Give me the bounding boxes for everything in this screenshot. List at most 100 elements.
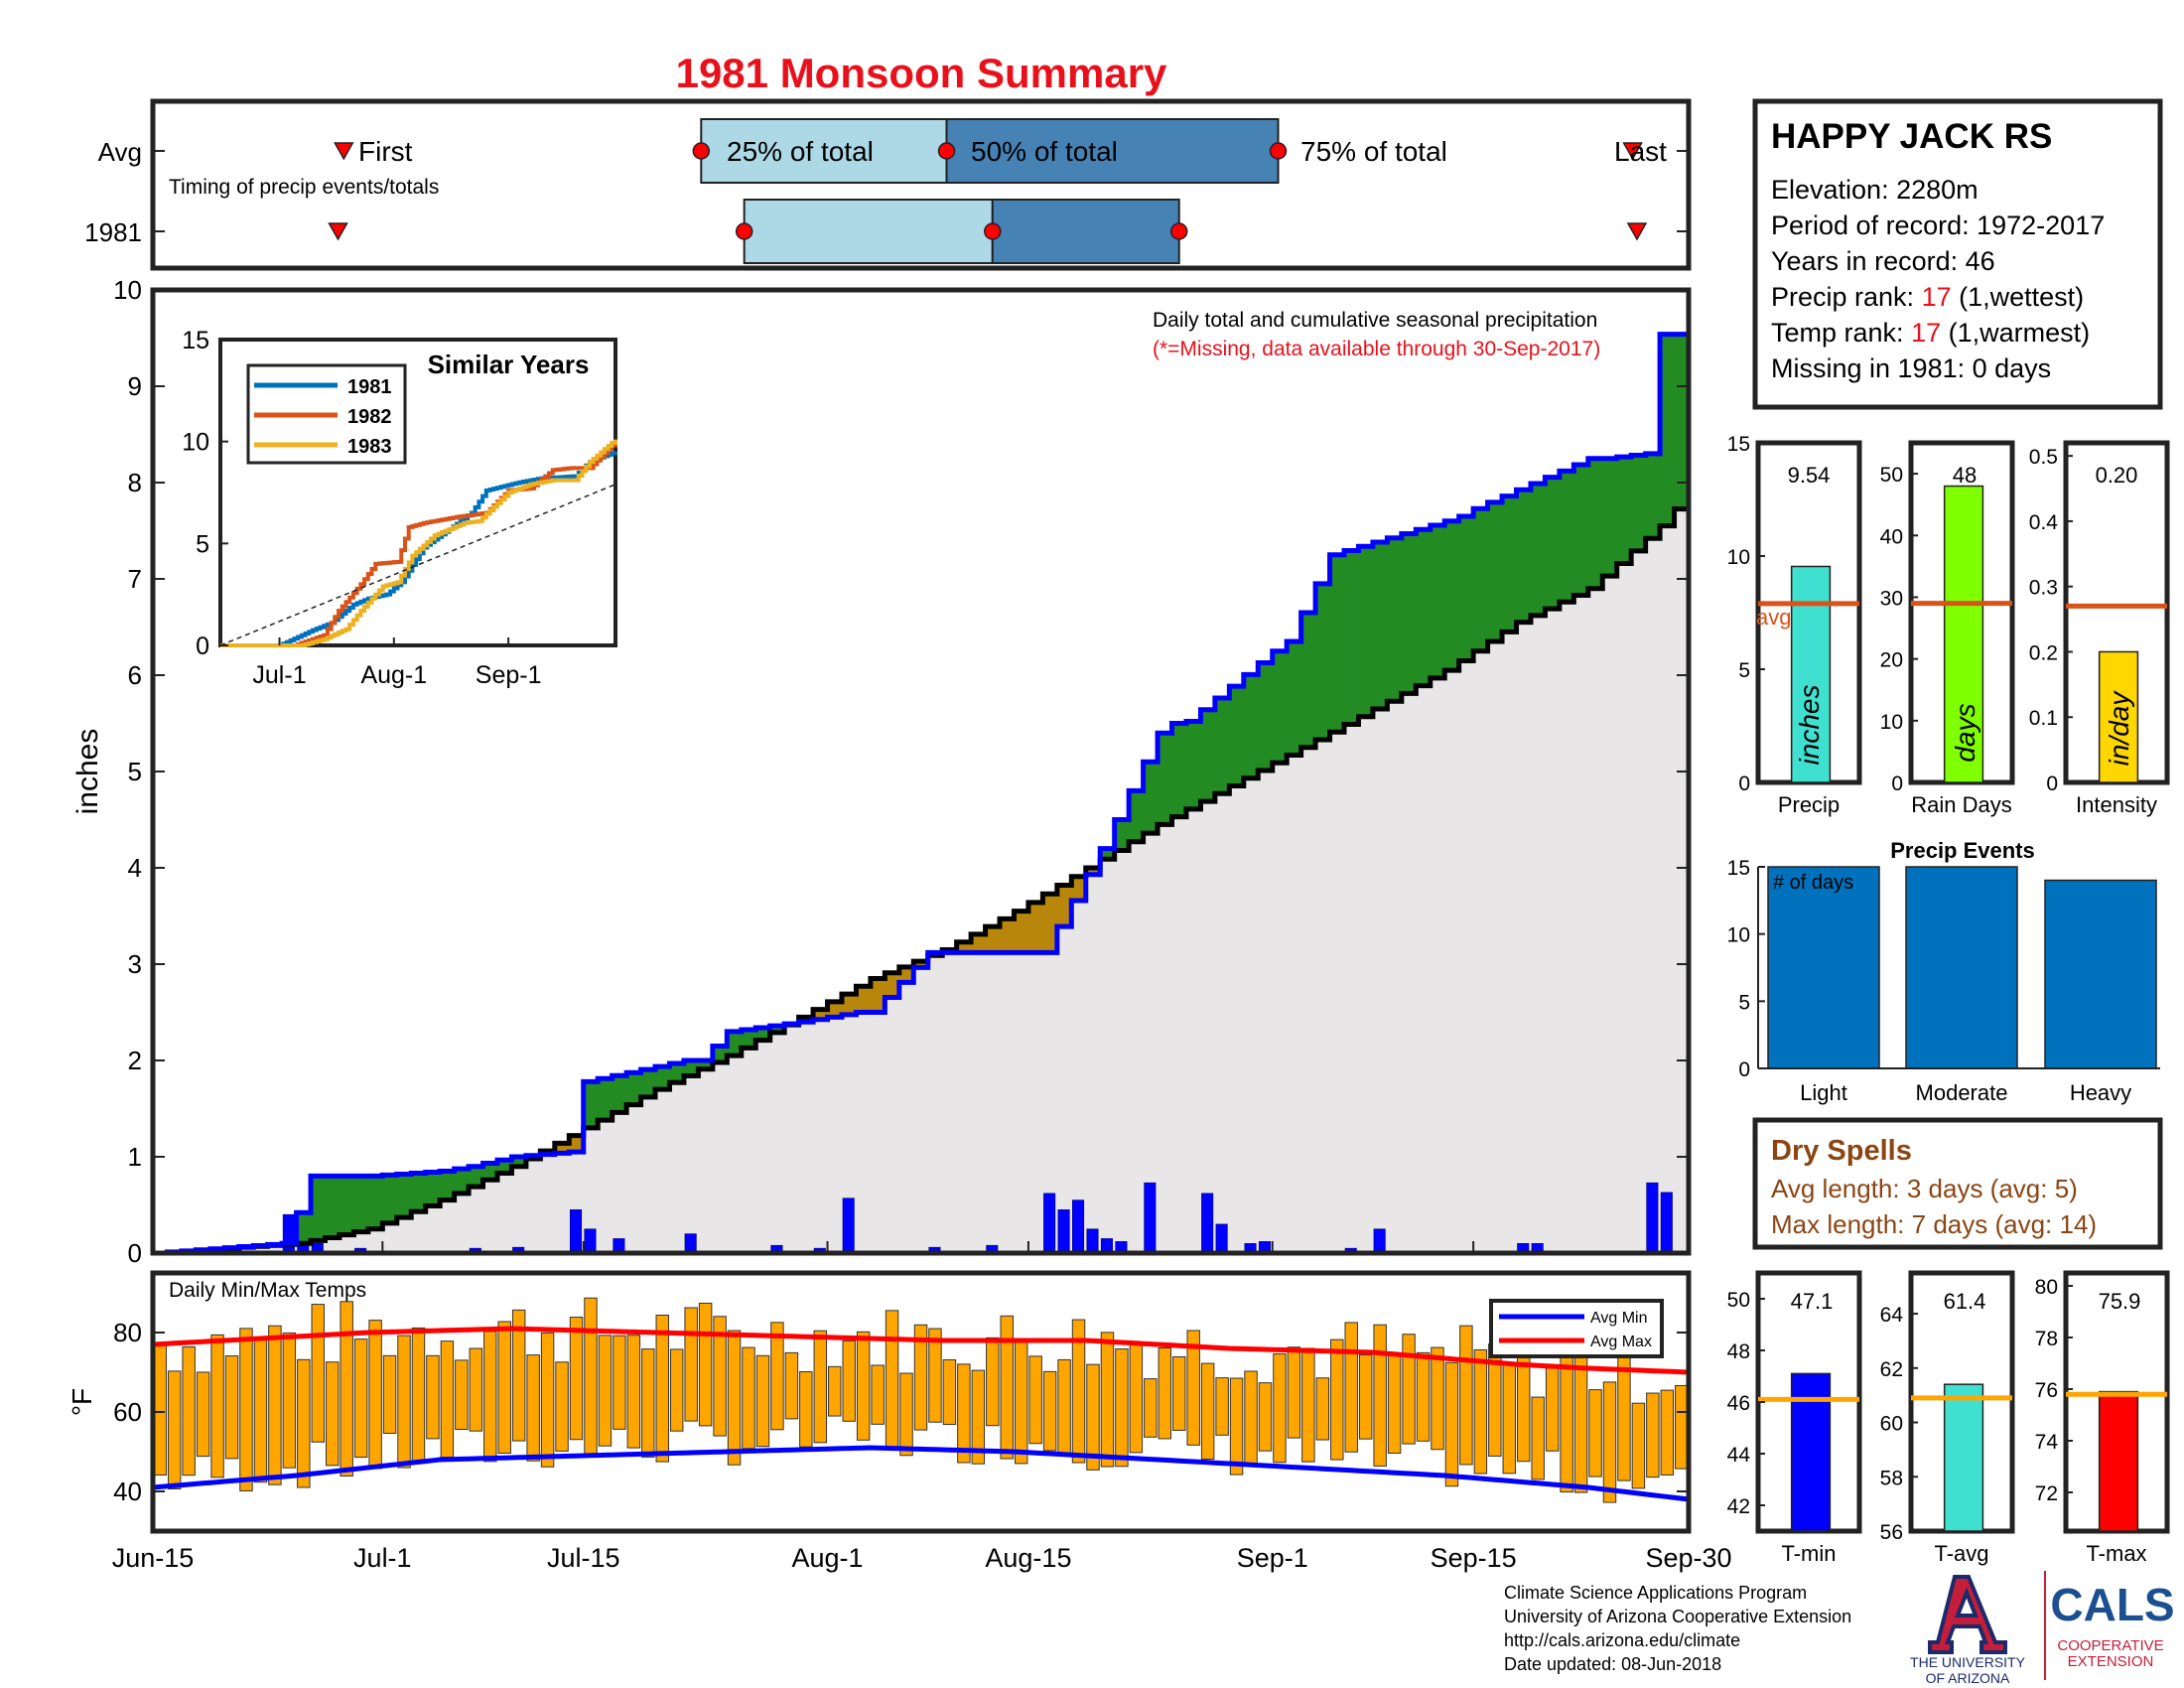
surplus-fill (727, 1031, 743, 1056)
stats-intensity-y-tick-label: 0.1 (2029, 707, 2058, 730)
daily-temp-bar (598, 1335, 613, 1447)
x-tick-label: Sep-15 (1431, 1543, 1517, 1573)
tstats-t-max-y-tick-label: 72 (2035, 1482, 2058, 1505)
surplus-fill (1587, 458, 1603, 589)
y-tick-label: 3 (128, 949, 142, 979)
stats-rain-days-y-tick-label: 20 (1880, 649, 1903, 672)
main-ylabel: inches (71, 729, 104, 815)
inset-line-1983 (220, 439, 617, 647)
daily-precip-bar (1373, 1228, 1386, 1254)
ua-logo-line-2: OF ARIZONA (1926, 1670, 2010, 1686)
surplus-fill (469, 1166, 484, 1188)
daily-temp-bar (727, 1330, 742, 1466)
daily-precip-bar (569, 1209, 583, 1254)
temp-y-tick-label: 80 (113, 1318, 142, 1347)
surplus-fill (353, 1176, 369, 1232)
stats-intensity-bar (2098, 650, 2139, 783)
deficit-fill (898, 966, 914, 983)
timing-first-last-marker (1626, 222, 1648, 241)
events-bar-heavy (2044, 879, 2157, 1069)
surplus-fill (1229, 686, 1245, 786)
timing-p75-label: 75% of total (1300, 136, 1447, 167)
y-tick-label: 5 (128, 757, 142, 786)
inset-legend: 1981 1982 1983 (246, 363, 407, 465)
daily-temp-bar (1229, 1377, 1244, 1476)
daily-temp-bar (239, 1328, 253, 1492)
events-ylabel: # of days (1773, 872, 1853, 894)
surplus-fill (1129, 790, 1145, 842)
avg-box-50-75 (945, 118, 1280, 184)
timing-percentile-marker (1269, 142, 1288, 160)
inset-line-1981 (220, 451, 617, 647)
deficit-fill (985, 926, 1001, 953)
daily-temp-bar (167, 1370, 182, 1489)
surplus-fill (1329, 554, 1345, 733)
tstats-t-min-y-tick-label: 44 (1727, 1444, 1751, 1467)
daily-temp-bar (742, 1346, 755, 1450)
x-tick-label: Jul-15 (547, 1543, 620, 1573)
surplus-fill (1559, 471, 1574, 603)
events-y-tick-label: 15 (1727, 857, 1750, 880)
surplus-fill (1143, 762, 1159, 834)
y-tick-label: 4 (128, 853, 142, 883)
daily-temp-bar (1200, 1362, 1215, 1461)
surplus-fill (683, 1060, 700, 1076)
stats-label-intensity: Intensity (2076, 792, 2157, 817)
stats-intensity-y-tick-label: 0.4 (2029, 511, 2059, 534)
stats-intensity-y-tick-label: 0.3 (2029, 577, 2058, 600)
temp-y-tick-label: 40 (113, 1477, 142, 1506)
timing-panel: Avg 1981 First Last 25% of total 50% of … (84, 98, 1692, 271)
tstats-t-avg-y-tick-label: 56 (1880, 1521, 1903, 1544)
stats-intensity-y-tick-label: 0.2 (2029, 641, 2058, 664)
cals-wordmark: CALS (2050, 1579, 2174, 1630)
events-y-tick-label: 10 (1727, 924, 1750, 947)
surplus-fill (698, 1060, 714, 1069)
stats-precip-y-tick-label: 5 (1738, 659, 1750, 682)
temp-stats-panels: 42 44 46 48 50 56 58 60 62 64 72 74 76 78 80 (1727, 1270, 2170, 1544)
deficit-fill (1042, 894, 1058, 953)
daily-temp-bar (1215, 1377, 1229, 1436)
inset-x-tick-label: Aug-1 (360, 661, 427, 689)
daily-temp-bar (153, 1344, 167, 1476)
deficit-fill (1027, 902, 1043, 953)
daily-precip-bar (584, 1228, 597, 1254)
main-note-1: Daily total and cumulative seasonal prec… (1153, 309, 1597, 332)
station-period: Period of record: 1972-2017 (1771, 211, 2105, 240)
surplus-fill (1387, 537, 1403, 702)
daily-temp-bar (613, 1335, 626, 1430)
surplus-fill (482, 1163, 498, 1181)
daily-temp-bar (1416, 1351, 1431, 1442)
precip-events-chart: Precip Events 0 5 10 15 # of days Light Mod… (1727, 838, 2160, 1105)
daily-temp-bar (641, 1348, 655, 1458)
daily-temp-bar (1158, 1346, 1172, 1440)
temps-legend: Avg Min Avg Max (1489, 1299, 1664, 1358)
stats-value-intensity: 0.20 (2096, 463, 2138, 488)
daily-temp-bar (1315, 1377, 1330, 1441)
surplus-fill (1487, 501, 1503, 642)
temps-ylabel: °F (67, 1388, 97, 1416)
tstats-value-tmax: 75.9 (2099, 1289, 2141, 1314)
daily-temp-bar (813, 1330, 828, 1444)
surplus-fill (755, 1028, 771, 1041)
station-missing: Missing in 1981: 0 days (1771, 353, 2051, 383)
temp-y-tick-label: 60 (113, 1397, 142, 1427)
y-tick-label: 0 (128, 1238, 142, 1268)
surplus-fill (612, 1075, 627, 1113)
daily-temp-bar (382, 1354, 397, 1434)
surplus-fill (454, 1169, 470, 1194)
surplus-fill (411, 1173, 427, 1212)
daily-temp-bar (1473, 1348, 1488, 1475)
surplus-fill (382, 1175, 398, 1223)
daily-temp-bar (555, 1361, 569, 1452)
cals-line-1: COOPERATIVE (2057, 1637, 2163, 1654)
y-tick-label: 7 (128, 564, 142, 594)
surplus-fill (583, 1081, 599, 1128)
events-cat-moderate: Moderate (1916, 1080, 2008, 1105)
daily-temp-bar (469, 1347, 483, 1432)
surplus-fill (1430, 525, 1445, 678)
y-tick-label: 8 (128, 468, 142, 497)
inset-y-tick-label: 10 (182, 429, 209, 457)
daily-temp-bar (397, 1335, 411, 1469)
timing-p50-label: 50% of total (971, 136, 1118, 167)
dry-spells-box: Dry Spells Avg length: 3 days (avg: 5) M… (1752, 1117, 2163, 1250)
